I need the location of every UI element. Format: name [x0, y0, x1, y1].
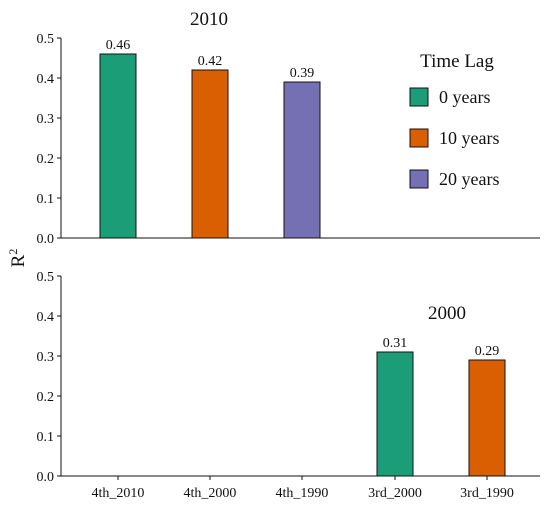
y-tick-label: 0.3 — [37, 350, 55, 365]
y-tick-label: 0.1 — [37, 430, 55, 445]
bar-3rd_1990 — [468, 359, 506, 477]
legend-label: 0 years — [439, 87, 490, 107]
y-axis-title: R2 — [6, 249, 29, 268]
y-tick-label: 0.2 — [37, 152, 55, 167]
data-label-4th_2010: 0.46 — [106, 38, 131, 53]
y-tick-label: 0.5 — [37, 32, 55, 47]
panel-title: 2000 — [428, 303, 466, 324]
data-label-4th_1990: 0.39 — [290, 66, 315, 81]
bar-3rd_2000 — [376, 351, 414, 477]
panel-title: 2010 — [190, 9, 228, 30]
legend-swatch — [409, 169, 429, 189]
y-tick-label: 0.1 — [37, 192, 55, 207]
data-label-3rd_2000: 0.31 — [383, 336, 408, 351]
bar-4th_1990 — [283, 81, 321, 239]
legend-swatch — [409, 128, 429, 148]
x-tick-label: 3rd_1990 — [460, 486, 514, 501]
bar-4th_2010 — [99, 53, 137, 239]
y-tick-label: 0.3 — [37, 112, 55, 127]
legend-swatch — [409, 87, 429, 107]
x-tick-label: 4th_1990 — [276, 486, 329, 501]
data-label-4th_2000: 0.42 — [198, 54, 223, 69]
y-tick-label: 0.5 — [37, 270, 55, 285]
x-tick-label: 3rd_2000 — [368, 486, 422, 501]
y-axis-title-superscript: 2 — [6, 249, 20, 255]
legend-title: Time Lag — [420, 51, 494, 72]
panel-2010: 0.0 0.1 0.2 0.3 0.4 0.5 2010 0.46 0.42 0.39 — [37, 9, 540, 247]
y-axis-title-text: R — [8, 254, 29, 267]
y-tick-label: 0.2 — [37, 390, 55, 405]
data-label-3rd_1990: 0.29 — [475, 344, 500, 359]
panels: 0.0 0.1 0.2 0.3 0.4 0.5 2010 0.46 0.42 0.39 0.0 0.1… — [37, 9, 540, 501]
legend-label: 10 years — [439, 128, 499, 148]
bar-4th_2000 — [191, 69, 229, 239]
y-tick-label: 0.0 — [37, 470, 55, 485]
y-tick-label: 0.4 — [37, 72, 55, 87]
panel-2000: 0.0 0.1 0.2 0.3 0.4 0.5 2000 0.31 0.29 — [37, 270, 540, 485]
x-tick-label: 4th_2010 — [92, 486, 145, 501]
legend-label: 20 years — [439, 169, 499, 189]
y-tick-label: 0.4 — [37, 310, 55, 325]
x-tick-label: 4th_2000 — [184, 486, 237, 501]
y-tick-label: 0.0 — [37, 232, 55, 247]
legend: Time Lag 0 years 10 years 20 years — [409, 51, 499, 189]
